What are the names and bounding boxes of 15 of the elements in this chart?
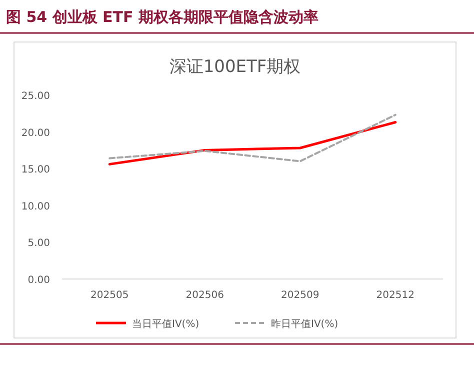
x-tick-label: 202506 (186, 290, 224, 301)
y-tick-label: 25.00 (21, 91, 50, 102)
y-tick-label: 0.00 (28, 275, 50, 286)
legend-label: 当日平值IV(%) (132, 318, 200, 330)
legend-label: 昨日平值IV(%) (271, 318, 338, 330)
x-tick-label: 202505 (90, 290, 129, 301)
chart-subtitle: 深证100ETF期权 (169, 57, 301, 77)
y-tick-label: 20.00 (21, 128, 50, 139)
y-tick-label: 15.00 (21, 164, 50, 176)
y-tick-label: 10.00 (21, 201, 50, 212)
x-tick-label: 202512 (376, 290, 414, 301)
chart-title: 图 54 创业板 ETF 期权各期限平值隐含波动率 (6, 8, 318, 26)
y-tick-label: 5.00 (28, 238, 50, 250)
line-series (108, 114, 396, 162)
x-tick-label: 202509 (281, 290, 320, 301)
